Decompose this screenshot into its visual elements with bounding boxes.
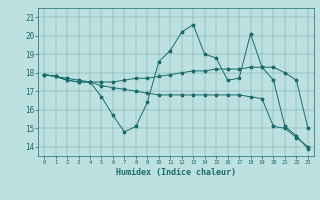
X-axis label: Humidex (Indice chaleur): Humidex (Indice chaleur) [116, 168, 236, 177]
